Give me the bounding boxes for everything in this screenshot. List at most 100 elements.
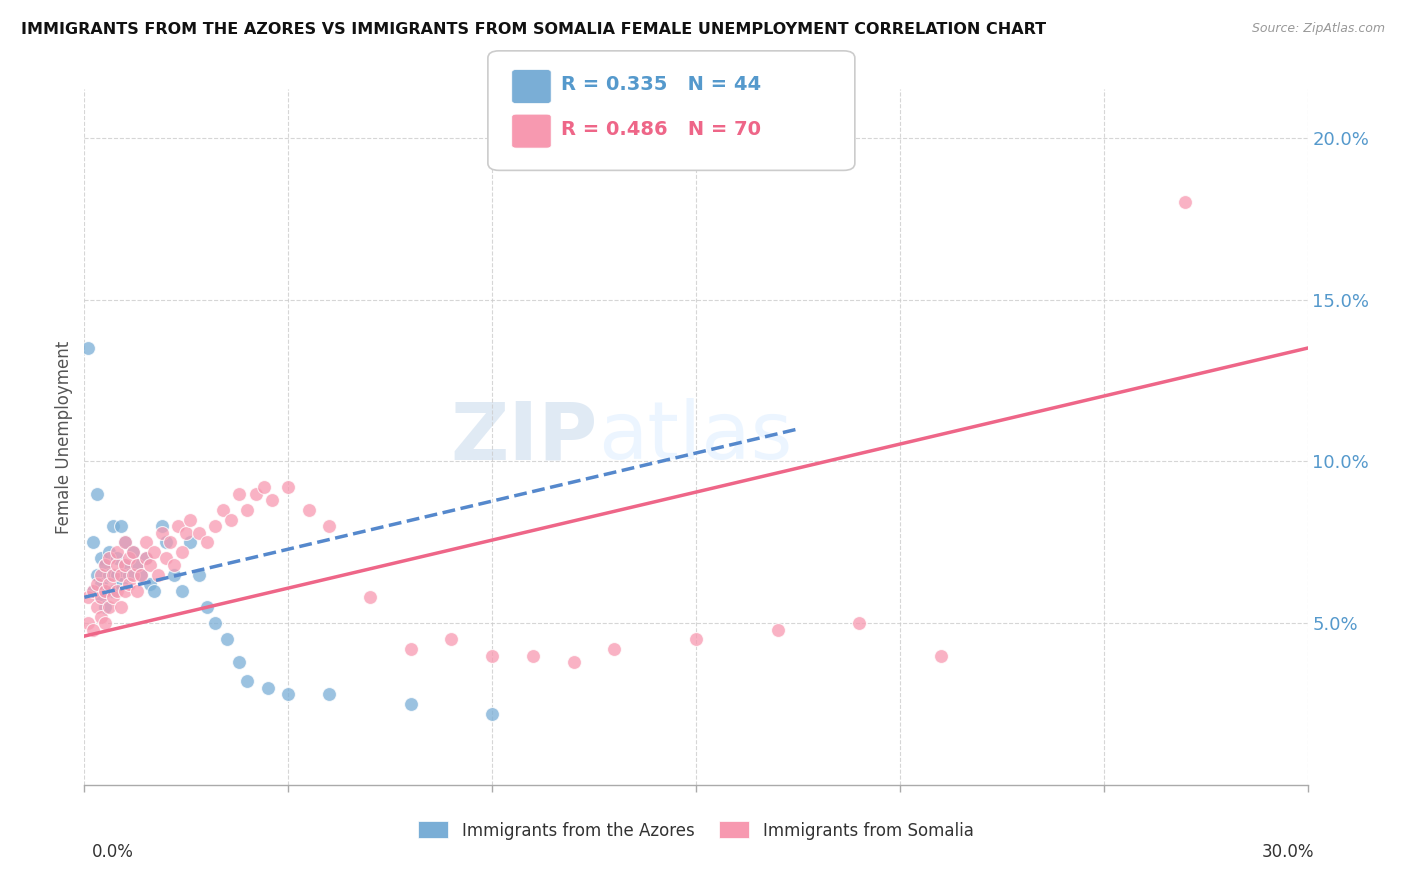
Point (127, 558, 149, 572)
Point (105, 551, 128, 566)
Point (135, 551, 157, 566)
Point (236, 503, 259, 517)
Point (118, 567, 141, 582)
Point (929, 648, 952, 663)
Point (172, 545, 194, 559)
Point (399, 642, 422, 657)
Point (131, 567, 153, 582)
Point (603, 642, 626, 657)
Point (142, 583, 165, 598)
Point (155, 535, 177, 549)
Point (105, 567, 128, 582)
Point (101, 591, 124, 605)
Point (90, 591, 112, 605)
Point (122, 545, 145, 559)
Point (82, 623, 104, 637)
Point (97, 567, 120, 582)
Point (77, 616, 100, 631)
Point (146, 567, 169, 582)
Point (93, 583, 115, 598)
Point (131, 567, 153, 582)
Y-axis label: Female Unemployment: Female Unemployment (55, 341, 73, 533)
Point (93, 616, 115, 631)
Point (86, 577, 108, 591)
Point (114, 558, 136, 572)
Point (86, 599, 108, 614)
Text: 0.0%: 0.0% (91, 843, 134, 861)
Point (179, 513, 201, 527)
Point (93, 583, 115, 598)
Point (82, 583, 104, 598)
Point (522, 648, 544, 663)
Point (318, 687, 340, 701)
Point (77, 591, 100, 605)
Legend: Immigrants from the Azores, Immigrants from Somalia: Immigrants from the Azores, Immigrants f… (412, 814, 980, 847)
Point (127, 583, 149, 598)
Point (848, 616, 870, 631)
Point (86, 567, 108, 582)
Point (253, 480, 276, 494)
Point (219, 513, 242, 527)
Point (766, 623, 789, 637)
Point (138, 577, 160, 591)
Point (298, 503, 321, 517)
Point (179, 535, 201, 549)
Point (204, 616, 226, 631)
Point (195, 535, 218, 549)
Point (97, 551, 120, 566)
Point (114, 558, 136, 572)
Point (90, 591, 112, 605)
Point (187, 567, 209, 582)
Point (105, 558, 128, 572)
Point (277, 687, 299, 701)
Point (114, 535, 136, 549)
Point (82, 583, 104, 598)
Point (195, 599, 218, 614)
Point (135, 535, 157, 549)
Point (101, 519, 124, 533)
Point (135, 551, 157, 566)
Point (110, 567, 132, 582)
Point (122, 545, 145, 559)
Point (260, 493, 283, 508)
Point (212, 503, 235, 517)
Point (97, 545, 120, 559)
Point (685, 632, 707, 647)
Point (159, 535, 181, 549)
Point (122, 567, 145, 582)
Text: ZIP: ZIP (451, 398, 598, 476)
Point (110, 599, 132, 614)
Point (77, 341, 100, 355)
Point (90, 577, 112, 591)
Point (440, 632, 463, 647)
Point (236, 674, 259, 689)
Point (217, 632, 239, 647)
Point (228, 486, 250, 500)
Point (562, 655, 585, 669)
Point (90, 609, 112, 624)
Point (174, 525, 197, 540)
Point (142, 545, 165, 559)
Point (82, 535, 104, 549)
Text: R = 0.486   N = 70: R = 0.486 N = 70 (561, 120, 761, 139)
Point (86, 486, 108, 500)
Point (114, 535, 136, 549)
Point (101, 583, 124, 598)
Point (187, 525, 209, 540)
Point (172, 583, 194, 598)
Point (90, 567, 112, 582)
Point (93, 558, 115, 572)
Text: atlas: atlas (598, 398, 793, 476)
Point (318, 519, 340, 533)
Text: IMMIGRANTS FROM THE AZORES VS IMMIGRANTS FROM SOMALIA FEMALE UNEMPLOYMENT CORREL: IMMIGRANTS FROM THE AZORES VS IMMIGRANTS… (21, 22, 1046, 37)
Point (257, 681, 280, 695)
Point (127, 558, 149, 572)
Point (399, 697, 422, 711)
Point (138, 558, 160, 572)
Text: 30.0%: 30.0% (1263, 843, 1315, 861)
Point (150, 519, 173, 533)
Point (93, 558, 115, 572)
Point (97, 577, 120, 591)
Text: R = 0.335   N = 44: R = 0.335 N = 44 (561, 75, 761, 95)
Point (114, 583, 136, 598)
